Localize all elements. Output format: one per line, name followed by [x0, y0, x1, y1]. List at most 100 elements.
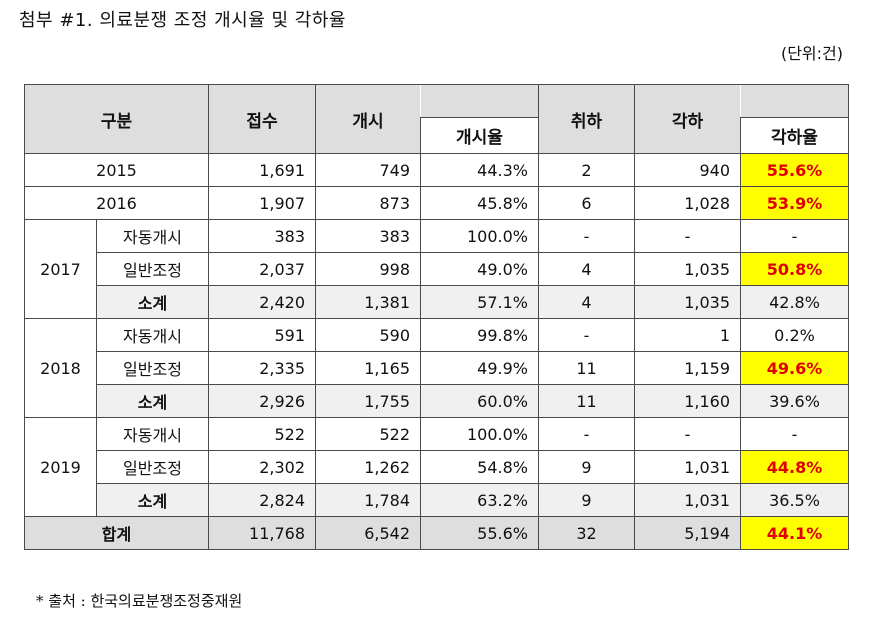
- cell-received: 1,691: [208, 153, 316, 187]
- cell-dismiss-rate-highlight: 44.8%: [740, 450, 849, 484]
- cell-dismissed: 1,159: [634, 351, 741, 385]
- cell-start-rate: 100.0%: [420, 417, 539, 451]
- table-row: 일반조정 2,037 998 49.0% 4 1,035 50.8%: [25, 252, 849, 286]
- cell-dismissed: 1,031: [634, 483, 741, 517]
- table-row: 일반조정 2,335 1,165 49.9% 11 1,159 49.6%: [25, 351, 849, 385]
- row-label-subtotal: 소계: [96, 384, 209, 418]
- table-row: 2018 자동개시 591 590 99.8% - 1 0.2%: [24, 318, 849, 418]
- cell-withdrawn: -: [538, 417, 635, 451]
- cell-started: 522: [315, 417, 421, 451]
- total-label: 합계: [24, 516, 209, 550]
- cell-withdrawn: 11: [538, 384, 635, 418]
- cell-dismissed: 1,035: [634, 285, 741, 319]
- cell-dismiss-rate: 42.8%: [740, 285, 849, 319]
- cell-dismissed: 5,194: [634, 516, 741, 550]
- cell-dismissed: 1: [634, 318, 741, 352]
- cell-dismissed: 1,160: [634, 384, 741, 418]
- cell-start-rate: 45.8%: [420, 186, 539, 220]
- row-label: 일반조정: [96, 252, 209, 286]
- group-year: 2019: [24, 417, 97, 517]
- cell-start-rate: 44.3%: [420, 153, 539, 187]
- document-title: 첨부 #1. 의료분쟁 조정 개시율 및 각하율: [19, 10, 346, 31]
- cell-start-rate: 99.8%: [420, 318, 539, 352]
- table-row: 2015 1,691 749 44.3% 2 940 55.6%: [24, 153, 849, 187]
- cell-started: 1,165: [315, 351, 421, 385]
- cell-start-rate: 60.0%: [420, 384, 539, 418]
- cell-start-rate: 63.2%: [420, 483, 539, 517]
- table-row: 2017 자동개시 383 383 100.0% - - -: [24, 219, 849, 319]
- cell-dismissed: -: [634, 417, 741, 451]
- subtotal-row: 소계 2,926 1,755 60.0% 11 1,160 39.6%: [25, 384, 849, 418]
- cell-received: 2,037: [208, 252, 316, 286]
- cell-start-rate: 49.9%: [420, 351, 539, 385]
- cell-started: 1,755: [315, 384, 421, 418]
- cell-start-rate: 55.6%: [420, 516, 539, 550]
- header-dismissed: 각하: [634, 84, 741, 154]
- cell-received: 11,768: [208, 516, 316, 550]
- cell-received: 2,926: [208, 384, 316, 418]
- subtotal-row: 소계 2,420 1,381 57.1% 4 1,035 42.8%: [25, 285, 849, 319]
- cell-started: 1,784: [315, 483, 421, 517]
- header-dismiss-rate: 각하율: [740, 117, 849, 154]
- table-row: 일반조정 2,302 1,262 54.8% 9 1,031 44.8%: [25, 450, 849, 484]
- row-label: 자동개시: [96, 318, 209, 352]
- cell-received: 2,302: [208, 450, 316, 484]
- cell-dismiss-rate-highlight: 49.6%: [740, 351, 849, 385]
- cell-dismissed: 1,035: [634, 252, 741, 286]
- cell-dismiss-rate-highlight: 50.8%: [740, 252, 849, 286]
- cell-started: 873: [315, 186, 421, 220]
- cell-dismiss-rate: 39.6%: [740, 384, 849, 418]
- cell-started: 749: [315, 153, 421, 187]
- row-label: 일반조정: [96, 351, 209, 385]
- header-category: 구분: [24, 84, 209, 154]
- subtotal-row: 소계 2,824 1,784 63.2% 9 1,031 36.5%: [25, 483, 849, 517]
- total-row: 합계 11,768 6,542 55.6% 32 5,194 44.1%: [24, 516, 849, 550]
- cell-withdrawn: -: [538, 219, 635, 253]
- cell-start-rate: 54.8%: [420, 450, 539, 484]
- header-withdrawn: 취하: [538, 84, 635, 154]
- cell-started: 998: [315, 252, 421, 286]
- cell-withdrawn: -: [538, 318, 635, 352]
- cell-withdrawn: 6: [538, 186, 635, 220]
- header-started: 개시: [315, 84, 421, 154]
- cell-withdrawn: 4: [538, 285, 635, 319]
- cell-withdrawn: 9: [538, 450, 635, 484]
- cell-dismiss-rate-highlight: 44.1%: [740, 516, 849, 550]
- table-row: 2016 1,907 873 45.8% 6 1,028 53.9%: [24, 186, 849, 220]
- cell-dismissed: -: [634, 219, 741, 253]
- row-year: 2015: [24, 153, 209, 187]
- cell-dismissed: 1,031: [634, 450, 741, 484]
- cell-received: 591: [208, 318, 316, 352]
- header-received: 접수: [208, 84, 316, 154]
- table-row: 2019 자동개시 522 522 100.0% - - -: [24, 417, 849, 517]
- cell-withdrawn: 32: [538, 516, 635, 550]
- cell-dismiss-rate-highlight: 53.9%: [740, 186, 849, 220]
- cell-received: 383: [208, 219, 316, 253]
- cell-dismissed: 940: [634, 153, 741, 187]
- cell-started: 1,262: [315, 450, 421, 484]
- cell-dismiss-rate-highlight: 55.6%: [740, 153, 849, 187]
- header-start-rate: 개시율: [420, 117, 539, 154]
- row-year: 2016: [24, 186, 209, 220]
- row-label-subtotal: 소계: [96, 483, 209, 517]
- cell-received: 2,420: [208, 285, 316, 319]
- cell-withdrawn: 2: [538, 153, 635, 187]
- group-year: 2018: [24, 318, 97, 418]
- header-spacer-left: [420, 84, 539, 118]
- cell-started: 1,381: [315, 285, 421, 319]
- cell-withdrawn: 11: [538, 351, 635, 385]
- source-note: * 출처 : 한국의료분쟁조정중재원: [36, 592, 243, 610]
- row-label: 자동개시: [96, 417, 209, 451]
- statistics-table: 구분 접수 개시 취하 각하 개시율 각하율 2015 1,691 749 44…: [24, 84, 849, 550]
- header-spacer-right: [740, 84, 849, 118]
- row-label: 자동개시: [96, 219, 209, 253]
- cell-dismiss-rate: 36.5%: [740, 483, 849, 517]
- cell-dismissed: 1,028: [634, 186, 741, 220]
- cell-start-rate: 57.1%: [420, 285, 539, 319]
- unit-label: (단위:건): [780, 44, 843, 63]
- cell-started: 590: [315, 318, 421, 352]
- cell-received: 522: [208, 417, 316, 451]
- cell-received: 2,824: [208, 483, 316, 517]
- cell-received: 1,907: [208, 186, 316, 220]
- cell-started: 383: [315, 219, 421, 253]
